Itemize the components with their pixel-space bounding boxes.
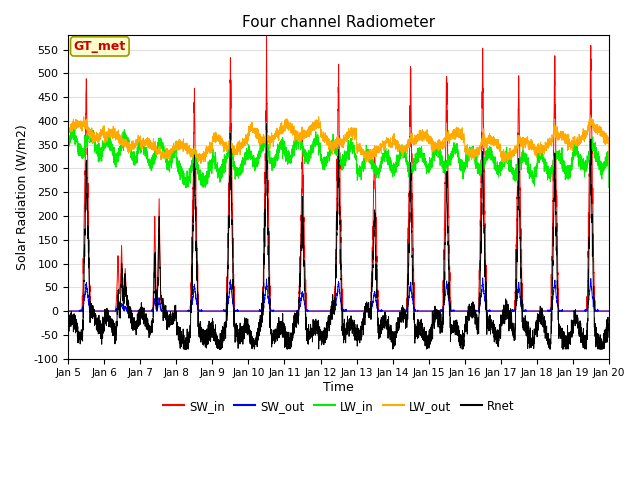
Legend: SW_in, SW_out, LW_in, LW_out, Rnet: SW_in, SW_out, LW_in, LW_out, Rnet xyxy=(158,395,519,417)
Y-axis label: Solar Radiation (W/m2): Solar Radiation (W/m2) xyxy=(15,124,28,270)
Title: Four channel Radiometer: Four channel Radiometer xyxy=(242,15,435,30)
Text: GT_met: GT_met xyxy=(74,40,126,53)
X-axis label: Time: Time xyxy=(323,381,354,394)
